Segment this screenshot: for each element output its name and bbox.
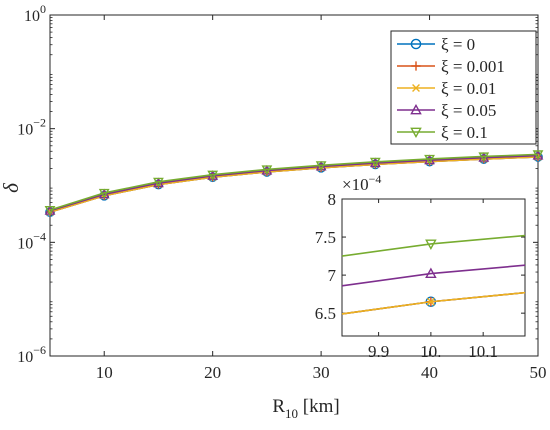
legend-marker-3 [410,103,422,115]
series-4-point [153,177,164,188]
y-axis-label: δ [0,182,23,193]
legend-marker-0 [410,38,422,50]
series-4-point [424,154,435,165]
series-4-point [261,165,273,176]
inset-y-tick-label: 7 [328,266,337,285]
x-tick-label: 40 [421,363,438,382]
inset-series-2-point [426,297,435,306]
legend-label-3: ξ = 0.05 [441,101,496,120]
inset-x-tick-label: 10. [420,342,441,361]
main-y-ticks: 10−6 10−4 10−2 100 [17,2,538,366]
legend: ξ = 0 ξ = 0.001 ξ = 0.01 ξ = 0.05 ξ = 0.1 [390,30,537,145]
inset-y-tick-label: 6.5 [315,304,336,323]
legend-marker-1 [411,61,421,71]
series-4-point [369,157,381,168]
legend-label-2: ξ = 0.01 [441,79,496,98]
y-tick-label: 10−4 [17,229,46,252]
y-tick-label: 10−6 [17,343,46,366]
inset-plot: 6.5 7 7.5 8 9.9 10. 10.1 ×10−4 [315,172,526,361]
y-tick-label: 10−2 [17,116,46,139]
legend-label-0: ξ = 0 [441,35,475,54]
inset-series-4-point [425,239,437,250]
inset-y-ticks: 6.5 7 7.5 8 [315,190,525,323]
series-line-2 [49,156,539,213]
series-line-3 [49,154,539,212]
legend-marker-4 [410,127,422,139]
legend-label-1: ξ = 0.001 [441,57,505,76]
main-series [44,149,544,218]
x-axis-label: R10 [km] [272,396,339,421]
inset-series-3-point [425,267,437,278]
inset-series [341,234,526,315]
inset-series-line-4 [341,234,526,257]
inset-series-line-3 [341,264,526,287]
series-4-point [315,161,327,171]
series-4-point [532,150,544,161]
x-tick-label: 20 [204,363,221,382]
legend-items: ξ = 0 ξ = 0.001 ξ = 0.01 ξ = 0.05 ξ = 0.1 [397,35,505,142]
series-4-point [44,205,56,216]
y-tick-label: 100 [24,2,46,25]
inset-x-tick-label: 9.9 [368,342,389,361]
inset-y-tick-label: 8 [328,190,337,209]
inset-y-multiplier: ×10−4 [342,172,381,194]
x-tick-label: 10 [96,363,113,382]
series-4-point [478,152,490,163]
x-tick-label: 50 [530,363,547,382]
series-4-point [98,188,110,199]
inset-y-tick-label: 7.5 [315,228,336,247]
inset-x-ticks: 9.9 10. 10.1 [368,199,498,361]
x-tick-label: 30 [313,363,330,382]
inset-x-tick-label: 10.1 [468,342,498,361]
series-4-point [207,170,219,181]
legend-marker-2 [412,84,420,92]
legend-label-4: ξ = 0.1 [441,123,488,142]
series-line-4 [49,153,539,211]
main-x-ticks: 10 20 30 40 50 [96,15,547,382]
